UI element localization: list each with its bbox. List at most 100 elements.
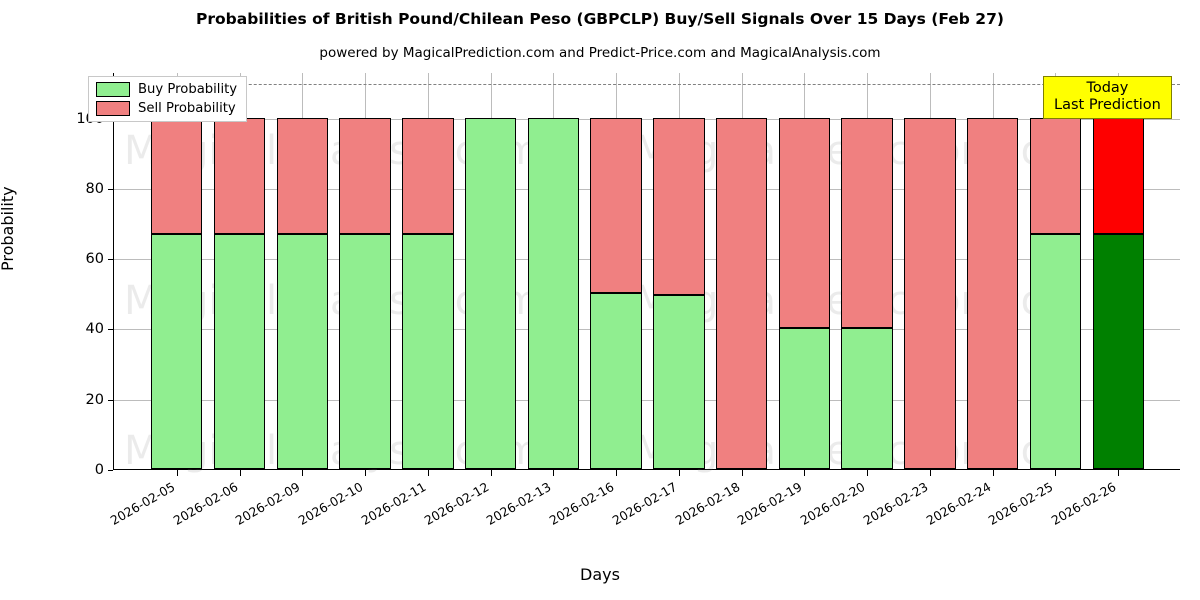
bar-segment-sell[interactable] bbox=[904, 117, 956, 469]
y-tick-mark bbox=[107, 470, 113, 471]
x-tick-label: 2026-02-20 bbox=[797, 479, 868, 528]
bar-segment-buy[interactable] bbox=[1092, 233, 1144, 469]
bar-group[interactable] bbox=[151, 72, 203, 469]
x-tick-label: 2026-02-16 bbox=[546, 479, 617, 528]
bar-segment-buy[interactable] bbox=[402, 233, 454, 469]
grid-line bbox=[114, 329, 1180, 331]
y-tick-mark bbox=[107, 399, 113, 401]
x-tick-label: 2026-02-13 bbox=[483, 479, 554, 528]
bar-group[interactable] bbox=[653, 72, 705, 469]
x-tick-label: 2026-02-17 bbox=[609, 479, 680, 528]
grid-line bbox=[114, 118, 1180, 120]
y-tick-mark bbox=[107, 188, 113, 190]
y-tick-label: 60 bbox=[85, 251, 104, 268]
bar-group[interactable] bbox=[1029, 72, 1082, 469]
chart-legend: Buy Probability Sell Probability bbox=[88, 76, 248, 122]
bar-segment-sell[interactable] bbox=[590, 117, 642, 294]
bar-group[interactable] bbox=[527, 72, 580, 469]
bar-group[interactable] bbox=[213, 72, 266, 469]
bar-group[interactable] bbox=[339, 72, 391, 469]
legend-item-sell: Sell Probability bbox=[96, 101, 237, 116]
bar-segment-buy[interactable] bbox=[778, 328, 831, 469]
x-tick-mark bbox=[239, 470, 241, 476]
y-tick-label: 80 bbox=[85, 180, 104, 197]
x-tick-mark bbox=[1118, 470, 1120, 476]
bar-segment-buy[interactable] bbox=[276, 233, 328, 469]
bar-group[interactable] bbox=[276, 72, 328, 469]
x-tick-mark bbox=[365, 470, 367, 476]
bar-group[interactable] bbox=[841, 72, 893, 469]
bar-segment-buy[interactable] bbox=[464, 117, 517, 469]
bar-segment-sell[interactable] bbox=[653, 117, 705, 296]
x-tick-mark bbox=[1055, 470, 1057, 476]
x-tick-mark bbox=[741, 470, 743, 476]
today-annotation-line1: Today bbox=[1086, 80, 1129, 96]
bar-segment-sell[interactable] bbox=[276, 117, 328, 234]
bar-segment-buy[interactable] bbox=[653, 295, 705, 469]
bar-segment-buy[interactable] bbox=[1029, 233, 1082, 469]
bar-segment-buy[interactable] bbox=[213, 233, 266, 469]
bar-segment-sell[interactable] bbox=[778, 117, 831, 329]
bar-segment-sell[interactable] bbox=[402, 117, 454, 234]
x-tick-mark bbox=[678, 470, 680, 476]
x-tick-label: 2026-02-23 bbox=[860, 479, 931, 528]
x-tick-label: 2026-02-12 bbox=[421, 479, 492, 528]
x-tick-mark bbox=[490, 470, 492, 476]
y-tick-label: 20 bbox=[85, 391, 104, 408]
legend-item-buy: Buy Probability bbox=[96, 82, 237, 97]
reference-line bbox=[114, 83, 1180, 85]
bar-segment-sell[interactable] bbox=[1029, 117, 1082, 234]
x-tick-label: 2026-02-25 bbox=[986, 479, 1056, 528]
x-tick-label: 2026-02-24 bbox=[923, 479, 994, 528]
x-tick-label: 2026-02-26 bbox=[1048, 479, 1119, 528]
x-axis-label: Days bbox=[580, 565, 620, 584]
x-tick-label: 2026-02-11 bbox=[358, 479, 429, 528]
bar-segment-buy[interactable] bbox=[151, 233, 203, 469]
bar-group[interactable] bbox=[590, 72, 642, 469]
chart-subtitle: powered by MagicalPrediction.com and Pre… bbox=[319, 45, 881, 61]
x-tick-label: 2026-02-09 bbox=[232, 479, 303, 528]
bar-segment-sell[interactable] bbox=[151, 117, 203, 234]
x-tick-label: 2026-02-05 bbox=[107, 479, 178, 528]
chart-title: Probabilities of British Pound/Chilean P… bbox=[196, 10, 1004, 28]
x-tick-mark bbox=[176, 470, 178, 476]
bar-group[interactable] bbox=[966, 72, 1019, 469]
bar-segment-sell[interactable] bbox=[213, 117, 266, 234]
x-tick-mark bbox=[929, 470, 931, 476]
y-tick-label: 40 bbox=[85, 321, 104, 338]
y-axis-label: Probability bbox=[0, 186, 17, 271]
bar-group[interactable] bbox=[904, 72, 956, 469]
legend-swatch-buy bbox=[96, 82, 130, 97]
grid-line bbox=[114, 188, 1180, 190]
bar-group[interactable] bbox=[402, 72, 454, 469]
x-tick-label: 2026-02-10 bbox=[295, 479, 366, 528]
bar-group[interactable] bbox=[778, 72, 831, 469]
bar-segment-sell[interactable] bbox=[966, 117, 1019, 469]
today-annotation-line2: Last Prediction bbox=[1054, 96, 1161, 113]
plot-area: MagicalAnalysis.comMagicalPrediction.com… bbox=[113, 72, 1180, 476]
legend-swatch-sell bbox=[96, 101, 130, 116]
bar-group[interactable] bbox=[464, 72, 517, 469]
bar-group[interactable] bbox=[1092, 72, 1144, 469]
today-annotation: Today Last Prediction bbox=[1043, 76, 1172, 119]
x-tick-label: 2026-02-19 bbox=[735, 479, 805, 528]
grid-line bbox=[114, 259, 1180, 261]
bar-segment-buy[interactable] bbox=[339, 233, 391, 469]
bar-segment-buy[interactable] bbox=[590, 293, 642, 469]
bar-segment-sell[interactable] bbox=[1092, 117, 1144, 234]
bar-group[interactable] bbox=[715, 72, 768, 469]
bar-segment-buy[interactable] bbox=[527, 117, 580, 469]
bar-segment-sell[interactable] bbox=[715, 117, 768, 469]
x-tick-mark bbox=[553, 470, 555, 476]
bar-segment-sell[interactable] bbox=[841, 117, 893, 329]
bar-segment-sell[interactable] bbox=[339, 117, 391, 234]
legend-label-buy: Buy Probability bbox=[138, 82, 238, 97]
x-tick-label: 2026-02-18 bbox=[672, 479, 743, 528]
x-tick-mark bbox=[804, 470, 806, 476]
grid-line bbox=[114, 399, 1180, 401]
x-tick-label: 2026-02-06 bbox=[170, 479, 241, 528]
bar-segment-buy[interactable] bbox=[841, 328, 893, 469]
legend-label-sell: Sell Probability bbox=[138, 101, 236, 116]
x-tick-mark bbox=[302, 470, 304, 476]
